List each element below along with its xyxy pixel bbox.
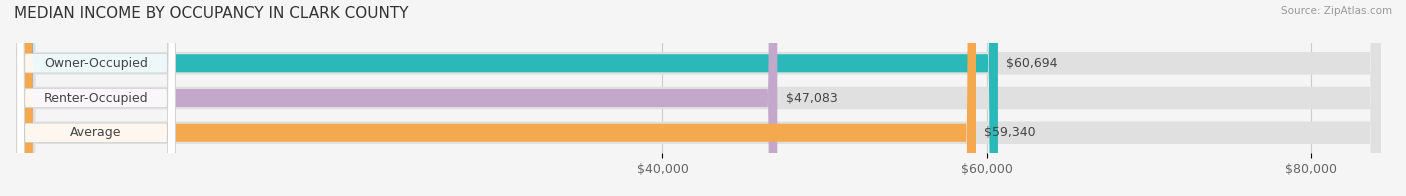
- FancyBboxPatch shape: [25, 0, 1381, 196]
- Text: Source: ZipAtlas.com: Source: ZipAtlas.com: [1281, 6, 1392, 16]
- Text: Average: Average: [70, 126, 122, 139]
- Text: $59,340: $59,340: [984, 126, 1036, 139]
- Text: Owner-Occupied: Owner-Occupied: [44, 57, 148, 70]
- FancyBboxPatch shape: [24, 0, 778, 196]
- FancyBboxPatch shape: [25, 0, 1381, 196]
- FancyBboxPatch shape: [17, 0, 176, 196]
- FancyBboxPatch shape: [24, 0, 976, 196]
- Text: MEDIAN INCOME BY OCCUPANCY IN CLARK COUNTY: MEDIAN INCOME BY OCCUPANCY IN CLARK COUN…: [14, 6, 409, 21]
- FancyBboxPatch shape: [17, 0, 176, 196]
- FancyBboxPatch shape: [25, 0, 1381, 196]
- FancyBboxPatch shape: [24, 0, 998, 196]
- Text: $47,083: $47,083: [786, 92, 838, 104]
- Text: Renter-Occupied: Renter-Occupied: [44, 92, 149, 104]
- FancyBboxPatch shape: [17, 0, 176, 196]
- Text: $60,694: $60,694: [1007, 57, 1057, 70]
